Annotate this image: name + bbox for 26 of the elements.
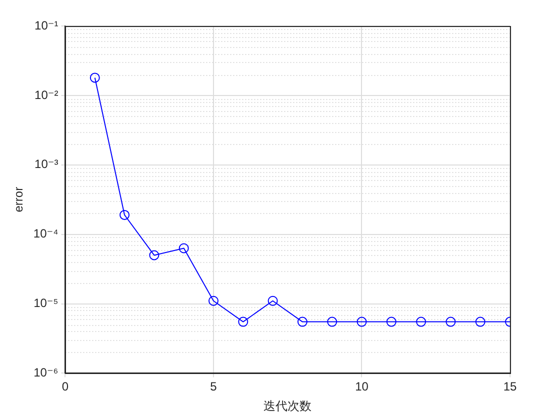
x-axis-title: 迭代次数 xyxy=(264,399,312,414)
point xyxy=(386,316,396,327)
y-tick-label: 10⁻⁴ xyxy=(33,226,58,241)
point xyxy=(327,316,338,327)
x-tick-label: 10 xyxy=(355,380,369,394)
point xyxy=(208,296,218,306)
point xyxy=(268,296,278,306)
x-tick-label: 15 xyxy=(503,380,517,394)
x-tick-label: 0 xyxy=(62,380,69,394)
point xyxy=(416,316,426,327)
y-tick-label: 10⁻³ xyxy=(34,157,58,172)
point xyxy=(475,316,486,327)
x-tick-label: 5 xyxy=(210,380,218,394)
y-tick-label: 10⁻¹ xyxy=(34,18,58,32)
point xyxy=(446,316,456,327)
y-tick-label: 10⁻⁶ xyxy=(34,366,58,380)
point xyxy=(120,210,130,220)
point xyxy=(90,72,100,83)
point xyxy=(149,250,160,260)
point xyxy=(238,316,248,327)
point xyxy=(297,316,308,327)
point xyxy=(178,243,189,254)
point xyxy=(356,316,367,327)
y-tick-label: 10⁻² xyxy=(34,88,58,102)
y-axis-title: error xyxy=(12,186,26,212)
y-tick-label: 10⁻⁵ xyxy=(34,296,58,310)
